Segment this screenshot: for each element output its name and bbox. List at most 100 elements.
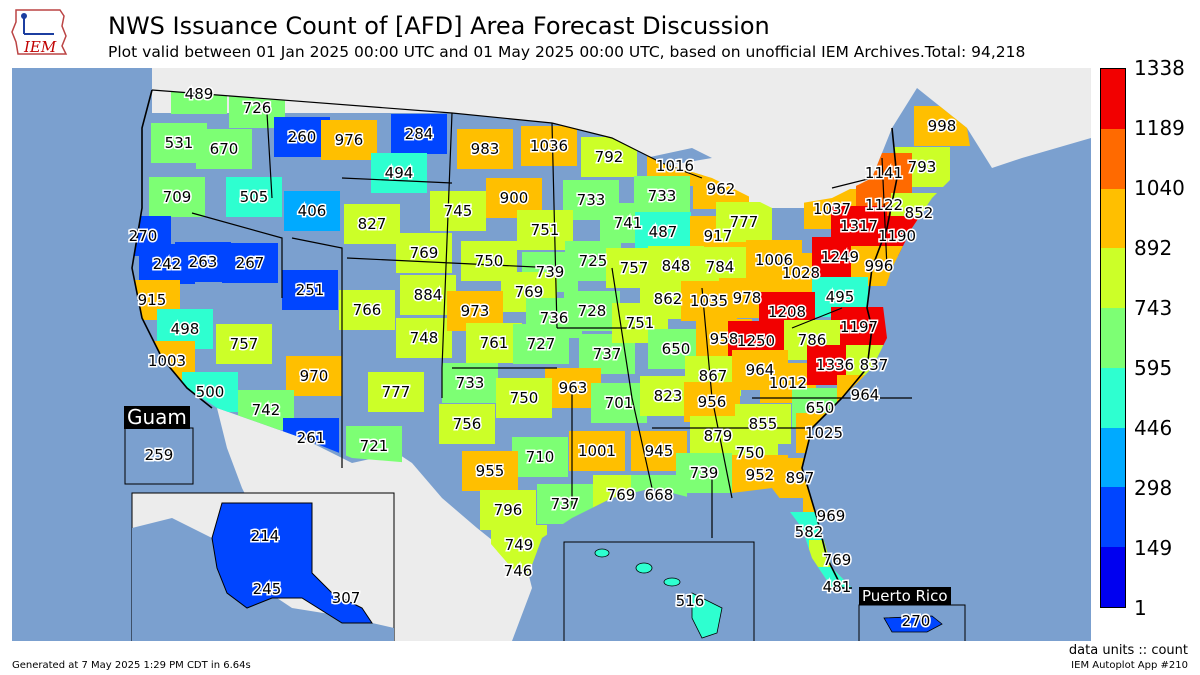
count-label: 827 — [358, 215, 387, 233]
map-title: NWS Issuance Count of [AFD] Area Forecas… — [108, 12, 770, 40]
count-label: 862 — [654, 290, 683, 308]
count-label: 749 — [505, 536, 534, 554]
count-label: 848 — [662, 257, 691, 275]
county-cell — [286, 356, 342, 396]
count-label: 1037 — [813, 200, 851, 218]
county-cell — [391, 114, 447, 154]
count-label: 748 — [410, 329, 439, 347]
count-label: 1122 — [865, 196, 903, 214]
county-cell — [400, 275, 456, 315]
iem-logo: IEM — [11, 9, 68, 56]
county-cell — [462, 451, 518, 491]
count-label: 500 — [196, 383, 225, 401]
logo-text: IEM — [23, 38, 57, 56]
hawaii-inset — [563, 541, 755, 641]
count-label: 996 — [865, 257, 894, 275]
county-cell — [368, 372, 424, 412]
count-label: 668 — [645, 486, 674, 504]
count-label: 710 — [526, 448, 555, 466]
count-label: 792 — [595, 148, 624, 166]
count-label: 726 — [243, 99, 272, 117]
count-label: 969 — [817, 507, 846, 525]
count-label: 260 — [288, 128, 317, 146]
count-label: 1012 — [769, 374, 807, 392]
count-label: 757 — [230, 335, 259, 353]
county-cell — [175, 242, 231, 282]
colorbar — [1100, 68, 1126, 608]
count-label: 727 — [527, 335, 556, 353]
count-label: 733 — [648, 187, 677, 205]
count-label: 261 — [297, 429, 326, 447]
colorbar-segment — [1101, 188, 1125, 249]
count-label: 1317 — [840, 217, 878, 235]
colorbar-segment — [1101, 128, 1125, 189]
count-label: 796 — [494, 501, 523, 519]
choropleth-map: 489 726 531 670 709 505 406 260 976 284 494 983 1036… — [12, 68, 1091, 641]
alaska-land — [211, 502, 373, 624]
count-label: 745 — [444, 202, 473, 220]
state-borders — [151, 89, 912, 538]
count-label: 284 — [405, 125, 434, 143]
guam-label: Guam — [124, 406, 190, 429]
count-label: 505 — [240, 188, 269, 206]
count-label: 777 — [730, 213, 759, 231]
county-cell — [569, 431, 625, 471]
count-label: 1001 — [578, 442, 616, 460]
count-label: 733 — [456, 374, 485, 392]
count-label: 709 — [163, 188, 192, 206]
count-label: 945 — [645, 442, 674, 460]
count-label: 761 — [480, 334, 509, 352]
count-label: 963 — [559, 379, 588, 397]
count-label: 964 — [851, 386, 880, 404]
count-label: 737 — [593, 345, 622, 363]
count-label: 879 — [704, 427, 733, 445]
count-label: 1336 — [816, 356, 854, 374]
county-cell — [284, 191, 340, 231]
count-label: 766 — [353, 301, 382, 319]
colorbar-segment — [1101, 367, 1125, 428]
county-cell — [226, 177, 282, 217]
app-note: IEM Autoplot App #210 — [1071, 660, 1188, 671]
guam-inset — [124, 427, 194, 485]
count-label: 701 — [605, 394, 634, 412]
count-label: 259 — [145, 446, 174, 464]
count-label: 769 — [823, 551, 852, 569]
colorbar-tick: 1040 — [1134, 176, 1185, 200]
count-label: 952 — [746, 466, 775, 484]
count-label: 270 — [902, 612, 931, 630]
county-cell — [513, 324, 569, 364]
count-label: 481 — [823, 578, 852, 596]
county-cell — [517, 210, 573, 250]
count-label: 976 — [335, 131, 364, 149]
county-cell — [684, 382, 740, 422]
count-label: 756 — [453, 415, 482, 433]
count-label: 739 — [536, 263, 565, 281]
count-label: 1249 — [821, 248, 859, 266]
colorbar-segment — [1101, 547, 1125, 607]
colorbar-tick: 1 — [1134, 596, 1147, 620]
count-label: 489 — [185, 85, 214, 103]
count-label: 793 — [908, 158, 937, 176]
county-cell — [716, 202, 772, 242]
count-label: 1250 — [737, 332, 775, 350]
count-label: 884 — [414, 286, 443, 304]
county-cell — [396, 233, 452, 273]
colorbar-tick: 298 — [1134, 476, 1173, 500]
county-cell — [521, 126, 577, 166]
count-label: 757 — [620, 259, 649, 277]
colorbar-tick: 1338 — [1134, 56, 1185, 80]
county-cell — [496, 378, 552, 418]
count-label: 956 — [698, 393, 727, 411]
count-label: 964 — [746, 361, 775, 379]
colorbar-tick: 149 — [1134, 536, 1173, 560]
count-label: 737 — [551, 495, 580, 513]
county-cell — [216, 324, 272, 364]
count-label: 728 — [578, 302, 607, 320]
count-labels: 489 726 531 670 709 505 406 260 976 284 494 983 1036… — [127, 84, 958, 632]
count-label: 746 — [504, 562, 533, 580]
count-label: 777 — [382, 383, 411, 401]
units-label: data units :: count — [1068, 643, 1188, 658]
count-label: 1208 — [768, 303, 806, 321]
count-label: 1025 — [805, 424, 843, 442]
count-label: 251 — [296, 281, 325, 299]
